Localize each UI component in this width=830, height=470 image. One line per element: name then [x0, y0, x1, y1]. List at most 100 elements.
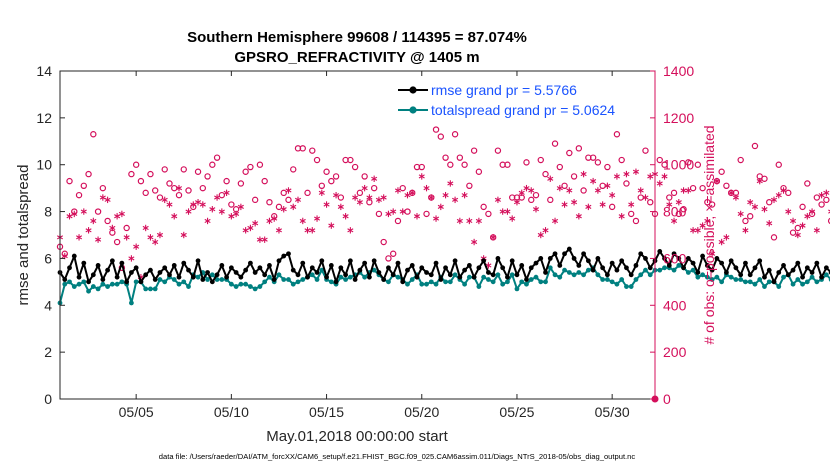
rmse-point [276, 258, 282, 264]
rmse-point [462, 267, 467, 273]
possible-obs-point [613, 131, 621, 138]
possible-obs-point [156, 194, 164, 201]
assimilated-obs-point [747, 199, 754, 206]
assimilated-obs-point [432, 215, 440, 222]
rmse-point [481, 258, 487, 264]
assimilated-obs-point [166, 201, 173, 208]
rmse-point [86, 279, 91, 285]
assimilated-obs-point [675, 199, 682, 206]
possible-obs-point [461, 161, 468, 168]
rmse-point [785, 272, 791, 278]
totalspread-point [371, 267, 377, 273]
rmse-point [552, 251, 558, 257]
possible-obs-point [332, 173, 340, 180]
possible-obs-point [656, 156, 663, 164]
totalspread-point [233, 284, 239, 289]
totalspread-point [276, 272, 282, 278]
rmse-point [90, 272, 96, 278]
possible-obs-point [328, 177, 335, 185]
assimilated-obs-point [161, 196, 168, 204]
possible-obs-point [185, 187, 192, 194]
assimilated-obs-point [261, 236, 268, 243]
rmse-point [819, 274, 824, 280]
totalspread-point [481, 274, 487, 280]
y-right-tick-label: 600 [663, 250, 687, 266]
possible-obs-point [356, 189, 364, 197]
totalspread-point [500, 281, 506, 287]
rmse-point [471, 274, 477, 280]
possible-obs-point [818, 201, 825, 208]
totalspread-point [795, 277, 801, 282]
possible-obs-point [437, 133, 444, 140]
y-tick-label: 4 [44, 297, 52, 313]
totalspread-point [133, 279, 139, 285]
rmse-point [129, 270, 134, 275]
assimilated-obs-point [152, 238, 159, 246]
possible-obs-point [537, 156, 544, 164]
legend-rmse-marker [409, 86, 417, 94]
assimilated-obs-point [742, 227, 749, 234]
possible-obs-point [718, 168, 725, 175]
rmse-point [81, 260, 87, 266]
totalspread-point [62, 281, 68, 287]
possible-obs-point [361, 173, 368, 180]
assimilated-obs-point [775, 191, 782, 199]
totalspread-point [633, 277, 639, 282]
assimilated-obs-point [780, 187, 787, 194]
rmse-point [647, 265, 653, 271]
totalspread-point [267, 274, 272, 280]
assimilated-obs-point [233, 210, 240, 218]
assimilated-obs-point [214, 194, 221, 201]
assimilated-obs-point [566, 187, 573, 194]
rmse-point [685, 256, 691, 261]
rmse-point [305, 274, 310, 280]
rmse-point [357, 267, 363, 273]
totalspread-point [614, 281, 620, 287]
assimilated-obs-point [180, 231, 187, 239]
possible-obs-point [370, 184, 378, 192]
rmse-point [367, 274, 372, 280]
totalspread-point [671, 267, 677, 273]
possible-obs-point [628, 210, 635, 218]
rmse-point [195, 258, 201, 264]
x-tick-label: 05/15 [309, 404, 344, 420]
possible-obs-point [66, 177, 73, 185]
assimilated-obs-point [490, 234, 497, 241]
totalspread-point [752, 281, 758, 287]
axis-layer: 05/05 05/10 05/15 05/20 05/25 05/30 0 2 4 6 8 10 12 1… [36, 63, 694, 420]
legend: rmse grand pr = 5.5766 totalspread grand… [392, 80, 646, 120]
assimilated-obs-point [428, 194, 435, 201]
assimilated-obs-point [95, 236, 102, 243]
rmse-point [814, 260, 820, 266]
assimilated-obs-point [604, 182, 611, 189]
assimilated-obs-point [618, 213, 625, 220]
rmse-point [100, 277, 106, 282]
assimilated-obs-point [380, 194, 387, 201]
assimilated-obs-point [804, 213, 811, 220]
totalspread-point [823, 272, 829, 278]
assimilated-obs-point [461, 191, 468, 199]
totalspread-point [790, 281, 796, 287]
assimilated-obs-point [223, 189, 230, 197]
totalspread-point [585, 267, 591, 273]
possible-obs-point [85, 170, 92, 178]
rmse-point [133, 265, 139, 271]
assimilated-obs-point [175, 184, 183, 192]
totalspread-point [447, 279, 453, 285]
y-right-tick-label: 1000 [663, 157, 694, 173]
totalspread-point [619, 277, 625, 282]
totalspread-point [733, 277, 739, 282]
assimilated-obs-point [813, 227, 820, 234]
y-tick-label: 10 [36, 157, 52, 173]
totalspread-point [505, 279, 510, 285]
assimilated-obs-point [547, 175, 554, 182]
totalspread-point [709, 277, 715, 282]
totalspread-point [762, 284, 767, 289]
totalspread-point [581, 272, 586, 278]
rmse-point [524, 277, 529, 282]
rmse-point [619, 258, 625, 264]
possible-obs-point [318, 182, 325, 189]
possible-obs-point [608, 203, 616, 211]
rmse-point [809, 270, 815, 275]
rmse-point [519, 263, 525, 268]
